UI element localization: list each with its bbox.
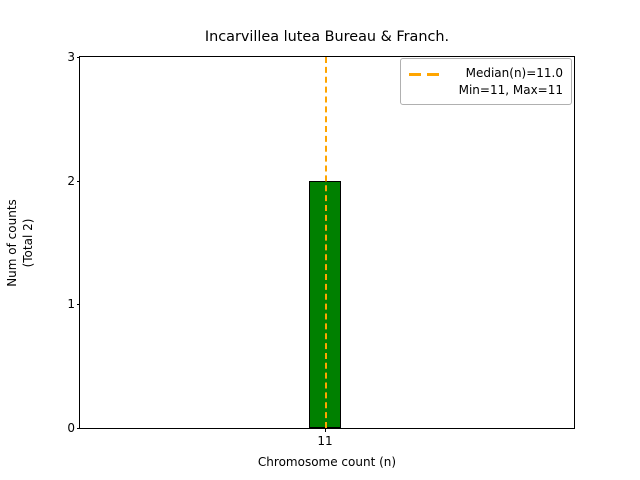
y-axis-label-container: Num of counts (Total 2) [0, 56, 42, 429]
y-tick-mark-2 [76, 180, 80, 182]
y-axis-label-line2: (Total 2) [21, 218, 35, 267]
y-tick-label-0: 0 [67, 421, 75, 435]
chart-title: Incarvillea lutea Bureau & Franch. [204, 29, 450, 45]
y-tick-label-1: 1 [67, 297, 75, 312]
y-tick-label-3: 3 [67, 50, 75, 64]
median-line [325, 57, 328, 428]
bar-11 [309, 180, 341, 428]
legend-text-group: Median(n)=11.0 Min=11, Max=11 [454, 65, 563, 98]
y-tick-mark-1 [76, 304, 80, 306]
legend-row: Median(n)=11.0 Min=11, Max=11 [408, 65, 563, 98]
legend-range-label: Min=11, Max=11 [458, 82, 563, 97]
x-tick-mark-11 [325, 428, 327, 432]
y-tick-mark-3 [76, 57, 80, 58]
y-tick-mark-0 [76, 428, 80, 429]
x-tick-label-11: 11 [317, 434, 333, 448]
chart-legend: Median(n)=11.0 Min=11, Max=11 [400, 58, 572, 106]
y-tick-label-2: 2 [67, 173, 75, 188]
plot-area: 0 1 2 3 11 [67, 50, 575, 448]
plot-inner [80, 57, 574, 428]
y-axis-label-line1: Num of counts [5, 198, 20, 287]
x-axis-label: Chromosome count (n) [257, 455, 397, 469]
y-axis-label: Num of counts (Total 2) [5, 199, 37, 287]
dashed-line-icon [408, 66, 446, 82]
legend-median-label: Median(n)=11.0 [465, 66, 563, 80]
